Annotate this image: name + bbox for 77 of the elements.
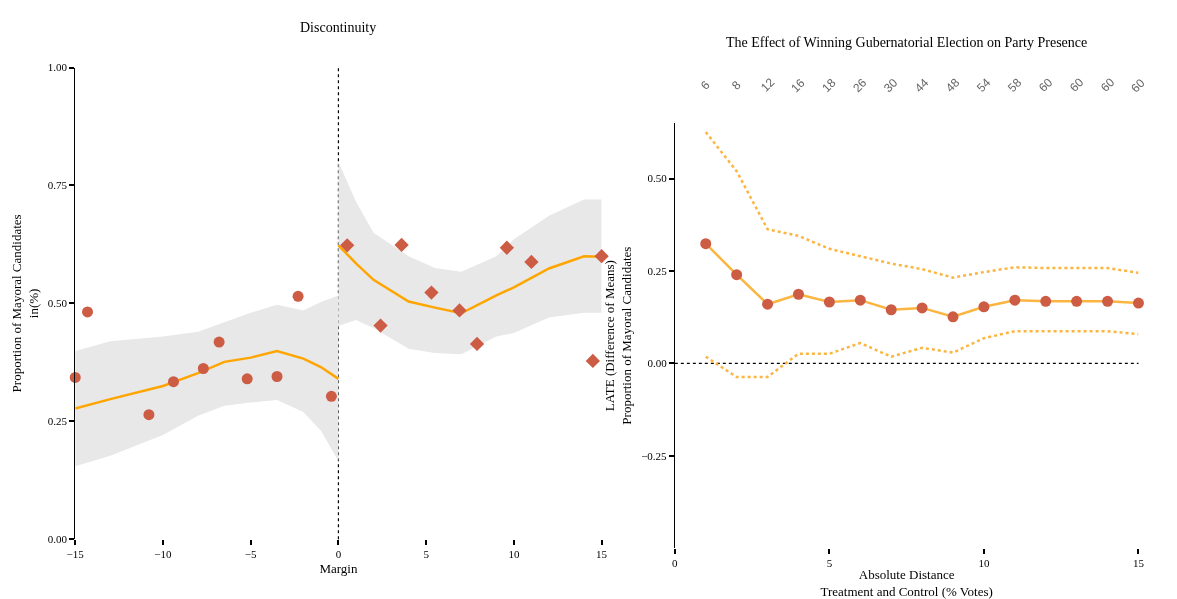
point: [585, 353, 600, 369]
point: [340, 238, 355, 253]
point: [1009, 294, 1021, 306]
text: 48: [943, 75, 963, 95]
point: [700, 238, 712, 250]
y-tick-label: 0.00: [47, 533, 68, 546]
text: 8: [729, 77, 744, 93]
line-series: [75, 349, 340, 410]
point: [143, 409, 155, 421]
point: [469, 336, 485, 352]
point: [947, 311, 959, 323]
point: [82, 306, 94, 318]
text: 44: [912, 75, 932, 95]
y-axis-title: Proportion of Mayoral Candidates in(%): [8, 214, 41, 393]
text: 60: [1128, 75, 1148, 96]
y-tick-label: −0.25: [641, 449, 668, 462]
point: [213, 336, 225, 348]
y-tick-label: 0.50: [47, 297, 68, 310]
point: [885, 304, 897, 316]
point: [762, 298, 774, 310]
x-tick-label: 0: [335, 548, 342, 561]
text: 26: [850, 75, 870, 96]
point: [524, 254, 539, 270]
x-tick-label: 15: [596, 548, 608, 561]
x-tick-label: 15: [1132, 557, 1145, 570]
x-tick-label: −10: [154, 548, 173, 561]
point: [1102, 295, 1114, 307]
point: [373, 318, 388, 333]
x-tick-label: 5: [826, 557, 833, 570]
point: [1132, 297, 1144, 309]
x-axis-title: Absolute Distance Treatment and Control (% Votes): [820, 567, 993, 599]
x-tick-label: 10: [508, 548, 520, 561]
y-tick-label: 1.00: [47, 61, 68, 74]
point: [325, 390, 337, 402]
point: [394, 237, 409, 253]
y-tick-label: 0.25: [47, 415, 68, 428]
x-tick-label: 5: [423, 548, 430, 561]
point: [452, 303, 467, 318]
text: 60: [1097, 75, 1118, 95]
point: [731, 269, 743, 281]
x-tick-label: −5: [244, 548, 258, 561]
text: 12: [757, 75, 778, 95]
text: 60: [1066, 75, 1087, 95]
point: [1071, 295, 1083, 307]
point: [499, 240, 515, 255]
text: 6: [698, 77, 713, 93]
x-tick-label: 10: [978, 557, 990, 570]
y-tick-label: 0.25: [647, 264, 668, 277]
chart-title: Discontinuity: [300, 20, 377, 35]
line-series: [704, 329, 1139, 379]
point: [916, 302, 928, 314]
y-axis-title: LATE (Difference of Means) Proportion of Mayoral Candidates: [602, 246, 635, 425]
point: [823, 296, 835, 308]
point: [168, 376, 179, 388]
point: [292, 290, 304, 302]
x-axis-title: Margin: [319, 561, 358, 577]
y-tick-label: 0.50: [647, 172, 668, 185]
text: 18: [819, 75, 839, 96]
x-tick-label: 0: [672, 557, 679, 570]
line-series: [704, 130, 1139, 279]
point: [197, 362, 209, 374]
point: [241, 373, 253, 385]
point: [792, 288, 804, 300]
text: 58: [1004, 75, 1025, 95]
point: [424, 285, 439, 300]
y-tick-label: 0.00: [647, 357, 668, 370]
text: 60: [1035, 75, 1056, 95]
text: 30: [881, 75, 901, 96]
y-tick-label: 0.75: [47, 179, 68, 192]
x-tick-label: −15: [66, 548, 85, 561]
point: [854, 294, 866, 306]
text: 54: [974, 75, 994, 95]
chart-title: The Effect of Winning Gubernatorial Election on Party Presence: [726, 35, 1088, 50]
point: [271, 371, 283, 383]
point: [1040, 295, 1052, 307]
point: [978, 301, 990, 313]
text: 16: [788, 75, 808, 96]
